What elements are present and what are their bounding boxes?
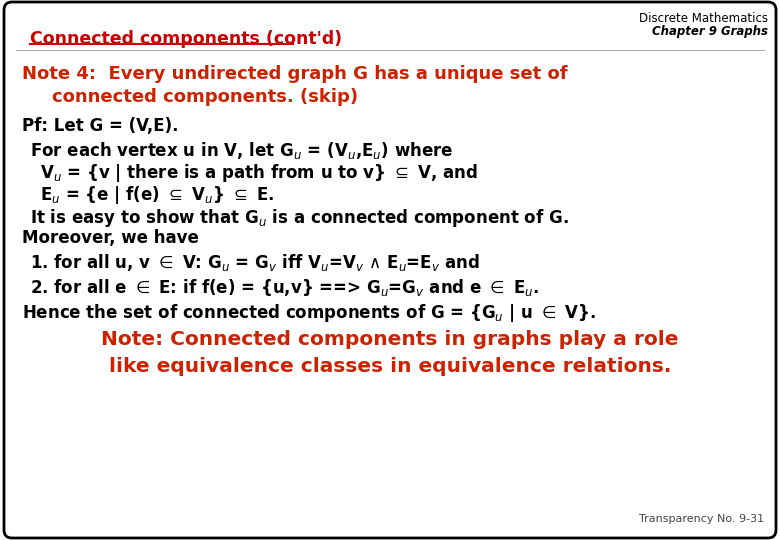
FancyBboxPatch shape (4, 2, 776, 538)
Text: 2. for all e $\in$ E: if f(e) = {u,v} ==> G$_u$=G$_v$ and e $\in$ E$_u$.: 2. for all e $\in$ E: if f(e) = {u,v} ==… (30, 277, 540, 298)
Text: Discrete Mathematics: Discrete Mathematics (639, 12, 768, 25)
Text: Connected components (cont'd): Connected components (cont'd) (30, 30, 342, 48)
Text: Hence the set of connected components of G = {G$_u$ | u $\in$ V}.: Hence the set of connected components of… (22, 302, 596, 324)
Text: It is easy to show that G$_u$ is a connected component of G.: It is easy to show that G$_u$ is a conne… (30, 207, 569, 229)
Text: E$_u$ = {e | f(e) $\subseteq$ V$_u$} $\subseteq$ E.: E$_u$ = {e | f(e) $\subseteq$ V$_u$} $\s… (40, 184, 274, 206)
Text: V$_u$ = {v | there is a path from u to v} $\subseteq$ V, and: V$_u$ = {v | there is a path from u to v… (40, 162, 478, 184)
Text: Note: Connected components in graphs play a role: Note: Connected components in graphs pla… (101, 330, 679, 349)
Text: connected components. (skip): connected components. (skip) (52, 88, 358, 106)
Text: Transparency No. 9-31: Transparency No. 9-31 (639, 514, 764, 524)
Text: For each vertex u in V, let G$_u$ = (V$_u$,E$_u$) where: For each vertex u in V, let G$_u$ = (V$_… (30, 140, 453, 161)
Text: Note 4:  Every undirected graph G has a unique set of: Note 4: Every undirected graph G has a u… (22, 65, 568, 83)
Text: Pf: Let G = (V,E).: Pf: Let G = (V,E). (22, 117, 179, 135)
Text: like equivalence classes in equivalence relations.: like equivalence classes in equivalence … (109, 357, 671, 376)
Text: Chapter 9 Graphs: Chapter 9 Graphs (652, 25, 768, 38)
Text: Moreover, we have: Moreover, we have (22, 229, 199, 247)
Text: 1. for all u, v $\in$ V: G$_u$ = G$_v$ iff V$_u$=V$_v$ $\wedge$ E$_u$=E$_v$ and: 1. for all u, v $\in$ V: G$_u$ = G$_v$ i… (30, 252, 480, 273)
